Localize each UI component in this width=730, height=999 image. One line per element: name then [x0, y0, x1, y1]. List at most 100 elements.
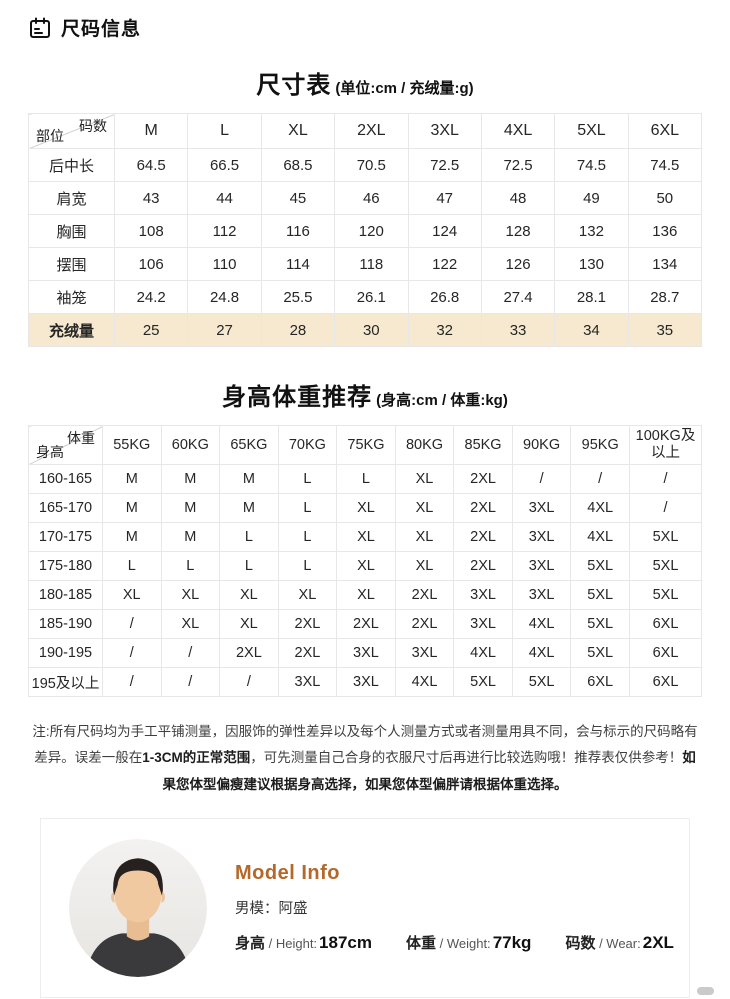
- cell: 5XL: [629, 522, 702, 552]
- column-header: 85KG: [453, 425, 513, 465]
- cell: L: [219, 522, 279, 552]
- cell: 128: [480, 214, 556, 248]
- cell: /: [102, 609, 162, 639]
- cell: XL: [336, 522, 396, 552]
- size-chart-icon: [28, 16, 52, 40]
- cell: 24.8: [187, 280, 262, 314]
- cell: 25: [113, 313, 189, 347]
- column-header: 90KG: [511, 425, 572, 465]
- cell: L: [160, 551, 221, 581]
- cell: 108: [113, 214, 189, 248]
- cell: 3XL: [511, 580, 572, 610]
- table-row: 胸围 108 112 116 120 124 128 132 136: [28, 214, 703, 248]
- reco-table-title-text: 身高体重推荐: [222, 384, 373, 411]
- cell: 118: [334, 247, 409, 281]
- cell: 3XL: [453, 609, 513, 639]
- cell: 4XL: [570, 493, 630, 523]
- cell: L: [336, 464, 396, 494]
- cell: /: [160, 667, 221, 697]
- cell: 5XL: [453, 667, 513, 697]
- cell: XL: [219, 580, 279, 610]
- cell: 34: [554, 313, 629, 347]
- cell: L: [219, 551, 279, 581]
- model-info-title: Model Info: [235, 862, 340, 885]
- cell: /: [511, 464, 572, 494]
- page-title: 尺码信息: [61, 19, 142, 40]
- row-label: 165-170: [28, 493, 103, 523]
- cell: 72.5: [407, 148, 482, 182]
- table-row: 后中长 64.5 66.5 68.5 70.5 72.5 72.5 74.5 74.5: [28, 148, 703, 182]
- column-header: M: [113, 113, 189, 149]
- cell: 3XL: [511, 551, 572, 581]
- header-row: 体重 身高 55KG 60KG 65KG 70KG 75KG 80KG 85KG 90KG 95KG…: [28, 425, 702, 465]
- cell: /: [160, 638, 221, 668]
- cell: 49: [554, 181, 629, 215]
- row-label: 180-185: [28, 580, 103, 610]
- table-row: 肩宽 43 44 45 46 47 48 49 50: [28, 181, 703, 215]
- cell: XL: [160, 609, 221, 639]
- cell: 4XL: [570, 522, 630, 552]
- cell: 116: [260, 214, 336, 248]
- model-stat: 码数 / Wear: 2XL: [565, 933, 674, 953]
- cell: 27: [187, 313, 262, 347]
- cell: 5XL: [570, 638, 630, 668]
- cell: 26.1: [334, 280, 409, 314]
- cell: 2XL: [453, 551, 513, 581]
- header-row: 码数 部位 M L XL 2XL 3XL 4XL 5XL 6XL: [28, 113, 703, 149]
- column-header: L: [187, 113, 262, 149]
- cell: L: [277, 522, 338, 552]
- cell: XL: [394, 551, 455, 581]
- cell: /: [629, 493, 702, 523]
- cell: 66.5: [187, 148, 262, 182]
- cell: 120: [334, 214, 409, 248]
- cell: 6XL: [629, 667, 702, 697]
- cell: 4XL: [453, 638, 513, 668]
- column-header: 5XL: [554, 113, 629, 149]
- cell: L: [277, 464, 338, 494]
- cell: 134: [627, 247, 703, 281]
- cell: 132: [554, 214, 629, 248]
- column-header: 75KG: [336, 425, 396, 465]
- row-label: 195及以上: [28, 667, 103, 697]
- row-label: 后中长: [28, 148, 115, 182]
- cell: 2XL: [453, 464, 513, 494]
- cell: 2XL: [453, 493, 513, 523]
- cell: 28: [260, 313, 336, 347]
- cell: XL: [394, 522, 455, 552]
- table-row: 160-165 M M M L L XL 2XL / / /: [28, 464, 702, 494]
- size-table-section-title: 尺寸表 (单位:cm / 充绒量:g): [28, 65, 702, 100]
- cell: 4XL: [511, 638, 572, 668]
- cell: /: [102, 638, 162, 668]
- size-table: 码数 部位 M L XL 2XL 3XL 4XL 5XL 6XL 后中长 64.5 66.5 68.5 70…: [28, 113, 703, 347]
- cell: 70.5: [334, 148, 409, 182]
- cell: 5XL: [629, 580, 702, 610]
- model-info-card: Model Info 男模：阿盛 身高 / Height: 187cm 体重 / W…: [40, 817, 690, 998]
- reco-table-unit-text: (身高:cm / 体重:kg): [376, 392, 508, 409]
- cell: XL: [277, 580, 338, 610]
- cell: 2XL: [453, 522, 513, 552]
- column-header: 6XL: [627, 113, 703, 149]
- column-header: 65KG: [219, 425, 279, 465]
- cell: 35: [627, 313, 703, 347]
- column-header: 100KG及以上: [629, 425, 702, 465]
- note-segment: ，可先测量自己合身的衣服尺寸后再进行比较选购哦！推荐表仅供参考！: [250, 750, 683, 766]
- cell: XL: [336, 493, 396, 523]
- measurement-note: 注:所有尺码均为手工平铺测量，因服饰的弹性差异以及每个人测量方式或者测量用具不同…: [28, 719, 702, 798]
- scrollbar-thumb[interactable]: [697, 987, 714, 995]
- table-row: 充绒量 25 27 28 30 32 33 34 35: [28, 313, 703, 347]
- row-label: 胸围: [28, 214, 115, 248]
- cell: XL: [102, 580, 162, 610]
- cell: 28.1: [554, 280, 629, 314]
- row-label: 185-190: [28, 609, 103, 639]
- cell: 6XL: [629, 638, 702, 668]
- note-segment: 如果您体型偏瘦建议根据身高选择，如果您体型偏胖请根据体重选择。: [162, 750, 696, 792]
- cell: 72.5: [480, 148, 556, 182]
- cell: M: [102, 493, 162, 523]
- column-header: 3XL: [407, 113, 482, 149]
- cell: XL: [219, 609, 279, 639]
- cell: M: [160, 493, 221, 523]
- row-label: 充绒量: [28, 313, 115, 347]
- cell: /: [629, 464, 702, 494]
- cell: 112: [187, 214, 262, 248]
